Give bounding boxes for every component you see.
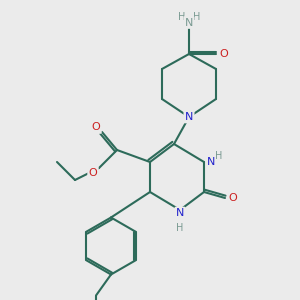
Text: O: O bbox=[92, 122, 100, 133]
Text: O: O bbox=[219, 49, 228, 59]
Text: N: N bbox=[185, 112, 193, 122]
Text: N: N bbox=[176, 208, 184, 218]
Text: O: O bbox=[228, 193, 237, 203]
Text: O: O bbox=[88, 167, 98, 178]
Text: N: N bbox=[185, 17, 193, 28]
Text: H: H bbox=[215, 151, 223, 161]
Text: H: H bbox=[193, 11, 200, 22]
Text: N: N bbox=[207, 157, 215, 167]
Text: H: H bbox=[176, 223, 184, 233]
Text: H: H bbox=[178, 11, 185, 22]
